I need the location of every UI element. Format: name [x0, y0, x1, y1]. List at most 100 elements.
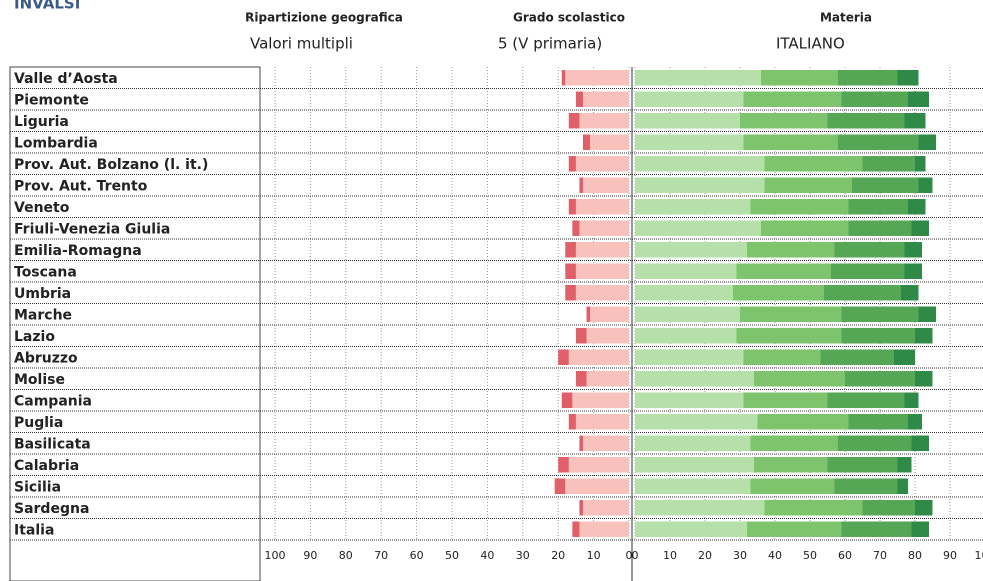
- bar-segment: [575, 199, 629, 215]
- x-tick-label: 10: [663, 549, 677, 562]
- category-label: Prov. Aut. Trento: [14, 178, 148, 194]
- bar-segment: [838, 70, 898, 86]
- bar-segment: [579, 220, 629, 236]
- bar-segment: [761, 70, 838, 86]
- bar-segment: [848, 199, 908, 215]
- x-tick-label: 80: [908, 549, 922, 562]
- bar-segment: [575, 156, 629, 172]
- bar-segment: [827, 113, 905, 129]
- filter-value[interactable]: ITALIANO: [776, 35, 845, 53]
- x-tick-label: 70: [873, 549, 887, 562]
- bar-segment: [862, 500, 915, 516]
- category-label: Sardegna: [14, 501, 89, 517]
- bar-segment: [582, 134, 591, 150]
- category-label: Veneto: [14, 200, 70, 216]
- bar-segment: [915, 328, 933, 344]
- bar-segment: [750, 199, 849, 215]
- bar-segment: [918, 306, 936, 322]
- bar-segment: [764, 500, 863, 516]
- bar-segment: [586, 328, 629, 344]
- bar-segment: [848, 220, 912, 236]
- bar-segment: [635, 306, 740, 322]
- bar-segment: [586, 371, 629, 387]
- category-label: Italia: [14, 522, 54, 538]
- bar-segment: [904, 392, 919, 408]
- bar-segment: [733, 285, 824, 301]
- bar-segment: [575, 371, 587, 387]
- bar-segment: [565, 285, 576, 301]
- bar-segment: [579, 500, 583, 516]
- bar-segment: [750, 435, 838, 451]
- bar-segment: [635, 371, 754, 387]
- bar-segment: [834, 242, 905, 258]
- bar-segment: [740, 113, 828, 129]
- x-tick-label: 100: [975, 549, 983, 562]
- bar-segment: [915, 156, 926, 172]
- bar-segment: [635, 328, 737, 344]
- x-tick-label: 0: [632, 549, 639, 562]
- bar-segment: [911, 220, 929, 236]
- bar-segment: [750, 478, 835, 494]
- x-tick-label: 80: [339, 549, 353, 562]
- bar-segment: [579, 435, 583, 451]
- filter-value[interactable]: Valori multipli: [250, 35, 353, 53]
- bar-segment: [824, 285, 901, 301]
- bar-segment: [635, 113, 740, 129]
- bar-segment: [635, 91, 744, 107]
- bar-segment: [572, 220, 580, 236]
- bar-segment: [754, 371, 845, 387]
- category-label: Basilicata: [14, 436, 91, 452]
- bar-segment: [582, 500, 629, 516]
- bar-segment: [635, 392, 744, 408]
- bar-segment: [827, 457, 898, 473]
- bar-segment: [635, 177, 765, 193]
- bar-segment: [904, 242, 922, 258]
- x-tick-label: 20: [698, 549, 712, 562]
- bar-segment: [901, 285, 919, 301]
- bar-segment: [635, 457, 754, 473]
- bar-segment: [565, 70, 629, 86]
- bar-segment: [915, 371, 933, 387]
- bar-segment: [635, 414, 758, 430]
- bar-segment: [565, 242, 576, 258]
- bar-segment: [586, 306, 591, 322]
- bar-segment: [635, 220, 761, 236]
- filter-label: Grado scolastico: [513, 11, 625, 25]
- bar-segment: [838, 134, 919, 150]
- bar-segment: [572, 521, 580, 537]
- bar-segment: [911, 521, 929, 537]
- bar-segment: [841, 521, 912, 537]
- x-tick-label: 90: [303, 549, 317, 562]
- bar-segment: [747, 521, 842, 537]
- category-label: Lazio: [14, 329, 55, 345]
- category-label: Emilia-Romagna: [14, 243, 142, 259]
- bar-segment: [558, 457, 569, 473]
- bar-segment: [757, 414, 849, 430]
- category-label: Lombardia: [14, 135, 98, 151]
- category-label: Prov. Aut. Bolzano (l. it.): [14, 157, 208, 173]
- bar-segment: [918, 177, 933, 193]
- category-label: Umbria: [14, 286, 71, 302]
- bar-segment: [635, 285, 733, 301]
- bar-segment: [904, 263, 922, 279]
- bar-segment: [635, 435, 751, 451]
- x-tick-label: 40: [480, 549, 494, 562]
- bar-segment: [743, 134, 838, 150]
- category-label: Campania: [14, 393, 92, 409]
- x-tick-label: 100: [265, 549, 286, 562]
- bar-segment: [565, 478, 629, 494]
- filter-value[interactable]: 5 (V primaria): [498, 35, 602, 53]
- x-tick-label: 50: [803, 549, 817, 562]
- bar-segment: [579, 521, 629, 537]
- bar-segment: [848, 414, 908, 430]
- bar-segment: [908, 199, 926, 215]
- category-label: Marche: [14, 307, 72, 323]
- bar-segment: [568, 414, 576, 430]
- bar-segment: [841, 91, 908, 107]
- bar-segment: [568, 457, 629, 473]
- bar-segment: [635, 478, 751, 494]
- x-tick-label: 30: [733, 549, 747, 562]
- bar-segment: [862, 156, 915, 172]
- bar-segment: [635, 521, 747, 537]
- bar-segment: [852, 177, 919, 193]
